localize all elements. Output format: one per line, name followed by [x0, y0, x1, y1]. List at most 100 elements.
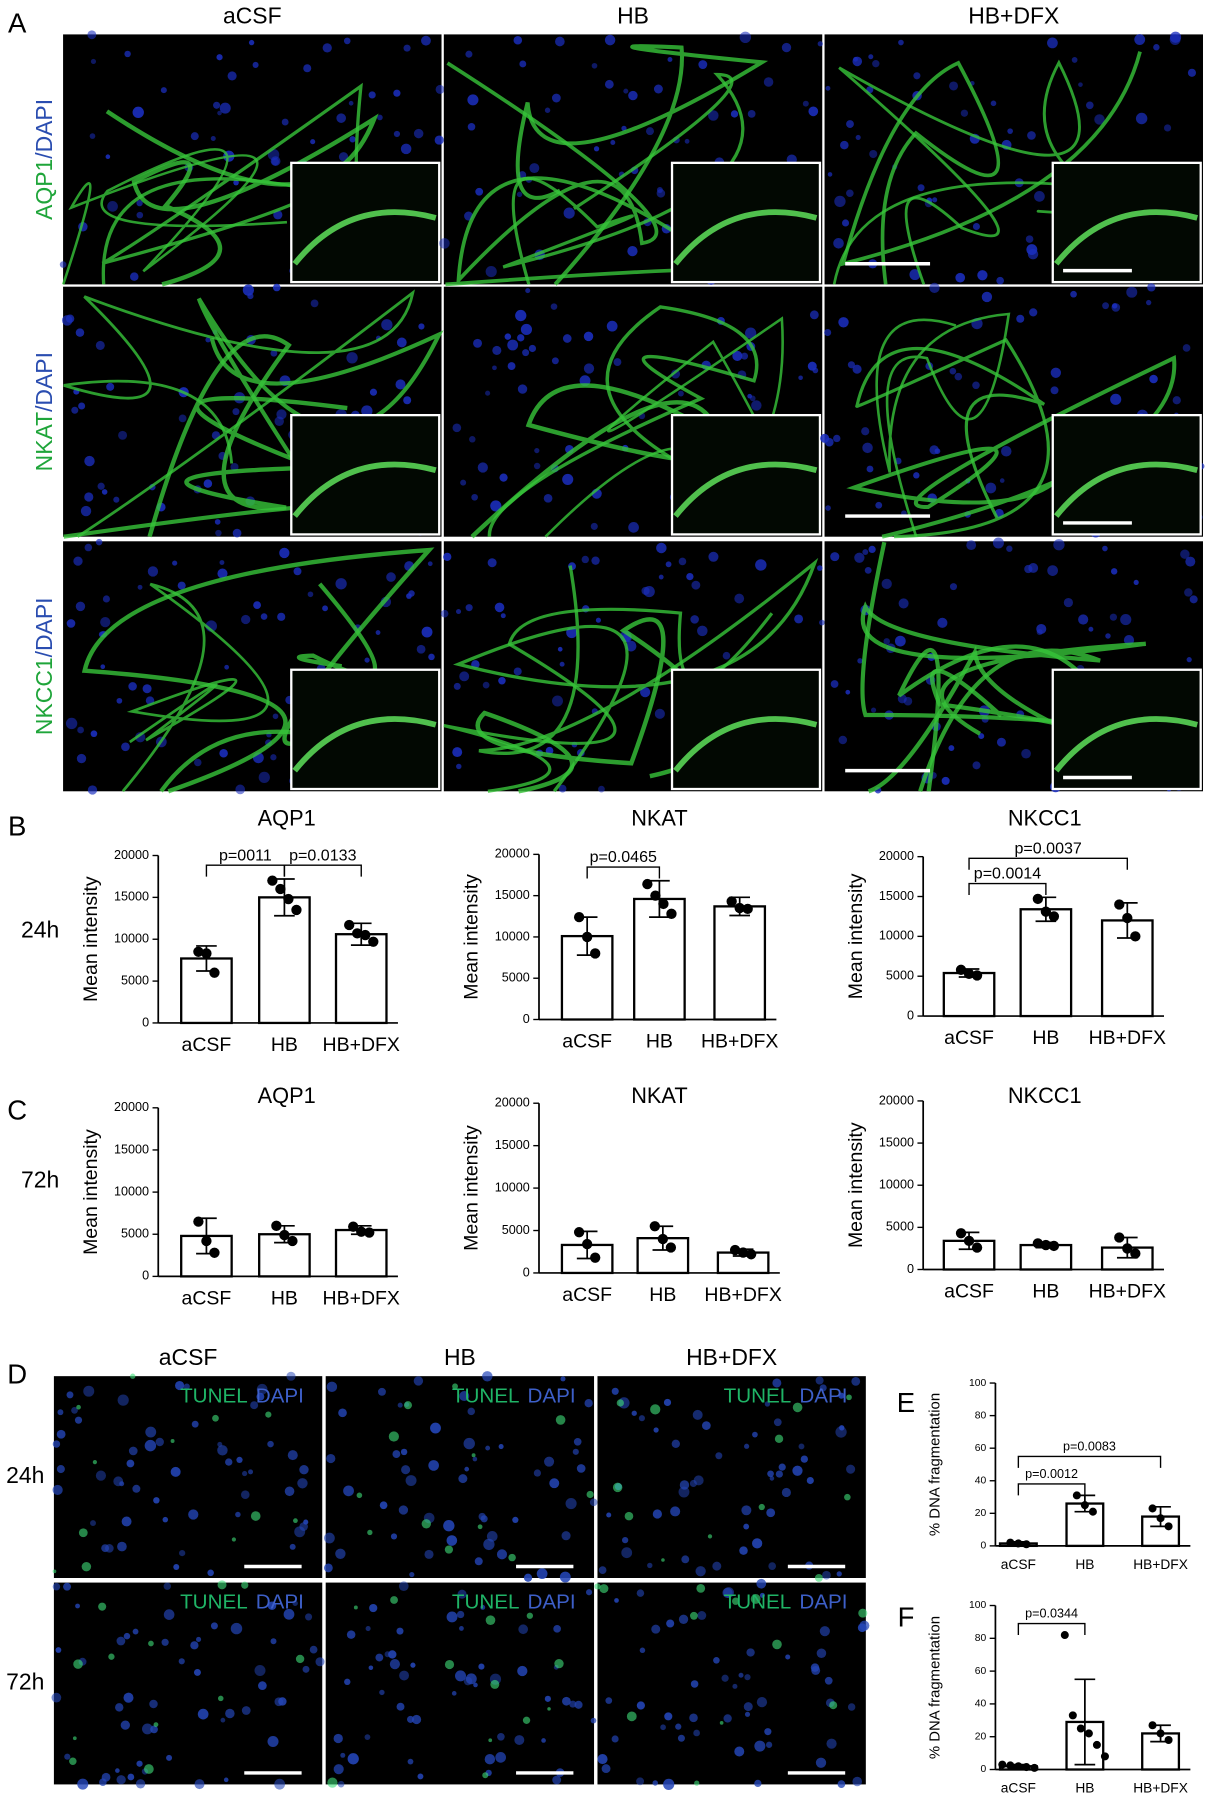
data-point [1122, 1243, 1133, 1254]
nucleus [126, 1459, 135, 1468]
data-point [657, 1233, 669, 1245]
chart-title: NKCC1 [1008, 1083, 1082, 1108]
nucleus [840, 140, 849, 150]
nucleus [698, 60, 708, 69]
nucleus [87, 785, 98, 795]
nucleus [335, 1548, 346, 1559]
nucleus [559, 1571, 571, 1583]
nucleus [145, 1426, 157, 1438]
tunel-spot [452, 1383, 458, 1390]
nucleus [196, 1636, 202, 1642]
nucleus [852, 364, 862, 374]
nucleus [499, 473, 508, 482]
nucleus [1029, 308, 1038, 317]
nucleus [120, 1720, 130, 1730]
x-tick-label: HB [1032, 1027, 1059, 1049]
nucleus [205, 337, 211, 343]
tunel-spot [295, 1654, 305, 1664]
data-point [955, 964, 967, 975]
inset [290, 668, 441, 791]
nucleus [392, 1450, 401, 1459]
nucleus [794, 614, 804, 624]
tunel-spot [661, 1558, 665, 1562]
image-background [597, 1376, 866, 1578]
tunel-spot [98, 1602, 107, 1611]
nucleus [847, 361, 855, 369]
nucleus [240, 1490, 250, 1500]
tunel-spot [508, 1553, 516, 1562]
nucleus [242, 1470, 248, 1477]
y-tick-label: 15000 [879, 1135, 914, 1149]
nucleus [614, 1598, 619, 1603]
nucleus [671, 369, 681, 379]
nucleus [121, 1516, 132, 1527]
nucleus [84, 492, 94, 502]
x-tick-label: HB [271, 1034, 298, 1056]
nucleus [913, 72, 921, 80]
nucleus [552, 1775, 562, 1785]
nucleus [765, 1741, 773, 1748]
nucleus [395, 379, 406, 390]
nucleus [1169, 34, 1181, 45]
x-tick-label: aCSF [182, 1287, 232, 1309]
nucleus [396, 1627, 404, 1635]
nucleus [817, 565, 823, 571]
data-point [1006, 1538, 1015, 1547]
nucleus [822, 1570, 831, 1580]
stain-label: DAPI [256, 1591, 304, 1614]
row-label: AQP1/DAPI [31, 99, 57, 220]
nucleus [1027, 131, 1036, 140]
tunel-spot [81, 1561, 92, 1572]
nucleus [225, 1708, 235, 1719]
nucleus [1182, 344, 1191, 352]
nucleus [746, 1648, 755, 1657]
column-label: HB+DFX [686, 1344, 777, 1370]
nucleus [847, 1703, 856, 1711]
nucleus [1153, 44, 1160, 51]
nucleus [495, 1752, 507, 1763]
data-point [1048, 911, 1060, 922]
nucleus [741, 1505, 752, 1516]
micrograph [52, 1371, 323, 1578]
y-tick-label: 20 [975, 1508, 987, 1519]
nucleus [1078, 614, 1089, 625]
nucleus [744, 1674, 751, 1681]
nucleus [1053, 539, 1065, 551]
nucleus [235, 784, 246, 795]
nucleus [455, 1670, 466, 1682]
nucleus [972, 222, 980, 231]
nucleus [410, 1662, 416, 1668]
nucleus [513, 667, 522, 676]
nucleus [550, 303, 558, 310]
nucleus [136, 200, 143, 207]
nucleus [677, 390, 684, 397]
nucleus [128, 682, 137, 691]
nucleus [490, 500, 502, 512]
y-tick-label: 10000 [879, 929, 914, 943]
nucleus [1006, 545, 1013, 552]
nucleus [598, 1566, 607, 1574]
data-point [642, 878, 653, 890]
nucleus [116, 697, 123, 704]
nucleus [670, 1506, 681, 1517]
nucleus [464, 1466, 470, 1472]
nucleus [87, 30, 97, 40]
nucleus [207, 1569, 214, 1577]
tunel-spot [143, 1764, 154, 1774]
nucleus [628, 522, 639, 533]
nucleus [443, 1520, 455, 1532]
x-tick-label: HB [649, 1284, 676, 1306]
membrane-stain [515, 44, 769, 286]
column-label: aCSF [159, 1344, 218, 1370]
tunel-spot [750, 1594, 761, 1604]
data-point [1022, 1540, 1031, 1549]
nucleus [52, 1582, 61, 1591]
nucleus [764, 1401, 771, 1407]
nucleus [253, 601, 261, 610]
tunel-spot [758, 1503, 765, 1511]
nucleus [124, 50, 131, 58]
nucleus [565, 1497, 577, 1510]
tunel-spot [444, 1545, 454, 1554]
nucleus [605, 1697, 613, 1704]
tunel-spot [844, 1493, 851, 1501]
